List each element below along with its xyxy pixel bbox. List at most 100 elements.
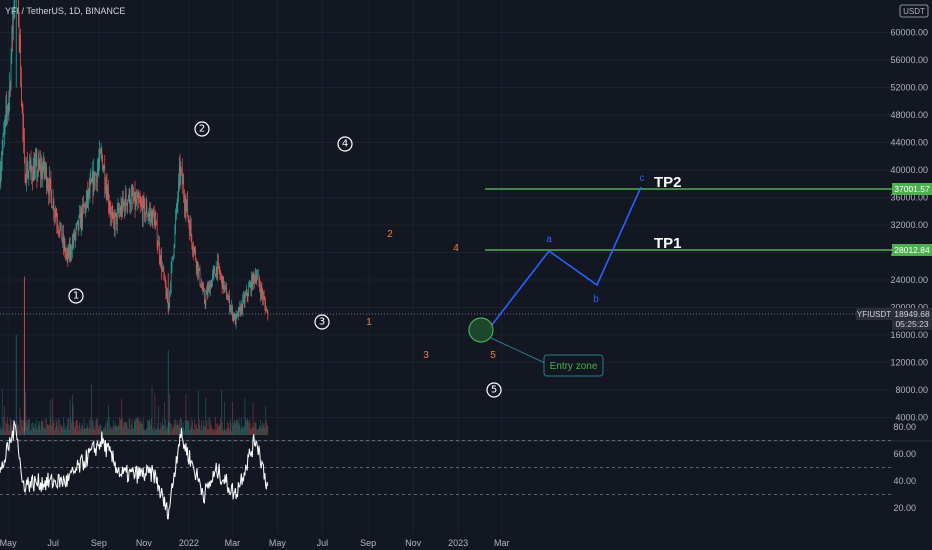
candle-body	[1, 149, 3, 162]
candle-body	[191, 235, 193, 246]
candle-body	[195, 249, 196, 261]
candle-body	[229, 308, 231, 310]
price-tick-5: 40000.00	[890, 165, 928, 175]
volume-bar	[97, 426, 99, 435]
price-tick-9: 24000.00	[890, 275, 928, 285]
candle-body	[119, 211, 120, 213]
candle-body	[85, 204, 86, 210]
rsi-tick-1: 60.00	[893, 449, 916, 459]
candle-body	[114, 214, 116, 230]
volume-bar	[215, 429, 217, 435]
candle-body	[43, 158, 44, 171]
candle-body	[142, 205, 143, 220]
candle-body	[170, 267, 172, 289]
candle-body	[235, 315, 236, 325]
volume-bar	[195, 425, 196, 435]
volume-bar	[103, 428, 105, 435]
candle-body	[28, 170, 30, 174]
candle-body	[139, 202, 141, 204]
volume-bar	[128, 418, 130, 435]
volume-bar	[18, 429, 20, 435]
volume-bar	[142, 417, 144, 435]
volume-bar	[23, 419, 24, 435]
candle-body	[156, 221, 157, 224]
candle-body	[125, 193, 127, 204]
candle-body	[51, 191, 52, 208]
candle-body	[218, 261, 219, 264]
volume-bar	[93, 428, 95, 435]
volume-bar	[197, 428, 199, 435]
candle-body	[174, 227, 176, 246]
candle-body	[4, 116, 6, 127]
candle-body	[131, 192, 133, 195]
volume-bar	[60, 424, 61, 435]
volume-bar	[256, 428, 258, 435]
volume-bar	[162, 418, 163, 435]
volume-bar	[51, 425, 52, 435]
candle-body	[143, 199, 145, 201]
volume-bar	[243, 425, 244, 435]
volume-bar	[189, 429, 190, 435]
candle-body	[101, 152, 103, 156]
candle-body	[9, 85, 10, 97]
volume-bar	[164, 402, 165, 435]
volume-bar	[118, 425, 120, 435]
candle-body	[32, 164, 34, 182]
candle-body	[254, 276, 255, 282]
candle-body	[214, 269, 215, 275]
candle-body	[74, 233, 76, 239]
candle-body	[83, 203, 84, 206]
projection-path[interactable]	[487, 186, 642, 331]
volume-bar	[94, 429, 96, 435]
volume-bar	[260, 420, 261, 435]
candle-body	[102, 169, 104, 171]
volume-bar	[147, 419, 148, 435]
candle-body	[206, 289, 207, 295]
candle-body	[209, 284, 210, 294]
candle-body	[8, 96, 10, 106]
volume-bar	[53, 419, 55, 435]
candle-body	[260, 287, 262, 296]
candle-body	[182, 182, 184, 185]
candle-body	[246, 290, 248, 296]
svg-text:1: 1	[73, 291, 79, 302]
volume-bar	[193, 430, 195, 435]
volume-bar	[4, 430, 6, 435]
volume-bar	[76, 420, 78, 435]
candle-body	[211, 279, 213, 288]
volume-bar	[78, 425, 80, 435]
volume-bar	[91, 384, 92, 435]
wave-4: 4	[337, 136, 353, 152]
volume-bar	[156, 429, 157, 435]
candle-body	[18, 0, 19, 20]
entry-zone-box[interactable]	[543, 354, 604, 377]
candle-body	[168, 302, 170, 307]
volume-bar	[229, 429, 230, 435]
candle-body	[105, 186, 107, 191]
time-tick-10: 2023	[448, 538, 468, 548]
candle-body	[116, 212, 117, 225]
volume-bar	[178, 419, 180, 435]
candle-body	[246, 290, 247, 295]
candle-body	[146, 205, 148, 217]
volume-bar	[196, 428, 198, 435]
volume-bar	[139, 421, 140, 435]
entry-zone-circle[interactable]	[468, 317, 494, 343]
volume-bar	[182, 422, 184, 435]
candle-body	[156, 223, 158, 246]
currency-badge[interactable]: USDT	[899, 4, 929, 18]
volume-bar	[210, 427, 212, 435]
tp1-label: TP1	[654, 235, 682, 252]
candle-body	[255, 276, 257, 281]
candle-body	[193, 250, 194, 252]
volume-bar	[38, 421, 39, 435]
entry-zone-label: Entry zone	[550, 361, 598, 372]
volume-bar	[61, 426, 63, 435]
volume-bar	[231, 430, 232, 435]
volume-bar	[40, 429, 41, 435]
volume-bar	[26, 419, 27, 435]
volume-bar	[146, 428, 148, 435]
candle-body	[236, 313, 238, 315]
wave-2: 2	[194, 121, 210, 137]
